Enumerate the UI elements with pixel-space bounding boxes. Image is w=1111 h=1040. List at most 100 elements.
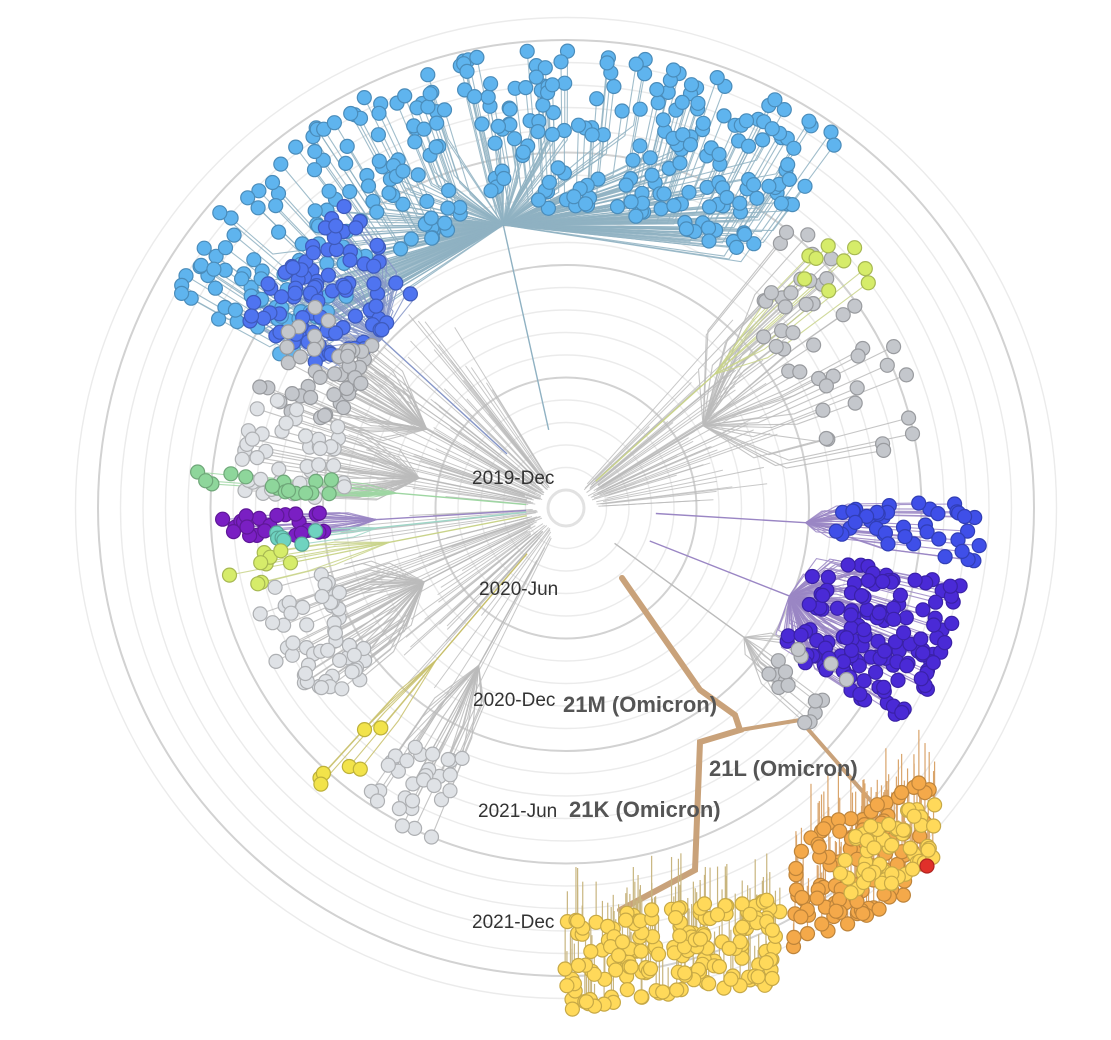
tip-node[interactable] [518,79,534,96]
tip-node[interactable] [732,934,748,950]
tip-node[interactable] [764,121,780,137]
tip-node[interactable] [653,201,669,217]
tip-node[interactable] [416,121,432,137]
tip-node[interactable] [407,134,423,150]
tip-node[interactable] [920,842,936,858]
tip-node[interactable] [793,627,809,643]
tip-node[interactable] [368,298,384,314]
tip-node[interactable] [424,230,440,246]
tip-node[interactable] [564,1001,581,1017]
tip-node[interactable] [836,253,852,269]
tip-node[interactable] [366,276,382,292]
tip-node[interactable] [307,203,323,219]
tip-node[interactable] [732,195,748,211]
tip-node[interactable] [776,101,792,118]
tip-node[interactable] [823,124,839,140]
tip-node[interactable] [215,511,231,527]
tip-node[interactable] [755,329,772,345]
tip-node[interactable] [528,69,544,85]
tip-node[interactable] [614,103,630,119]
tip-node[interactable] [370,127,386,143]
tip-node[interactable] [515,144,531,160]
tip-node[interactable] [674,94,690,111]
tip-node[interactable] [847,298,863,314]
tip-node[interactable] [337,279,353,295]
tip-node[interactable] [307,523,324,539]
tip-node[interactable] [223,466,239,482]
tip-node[interactable] [278,415,294,431]
tip-node[interactable] [807,693,824,709]
tip-node[interactable] [866,840,882,856]
tip-node[interactable] [577,196,594,212]
tip-node[interactable] [944,615,960,632]
tip-node[interactable] [832,865,849,881]
tip-node[interactable] [898,610,914,626]
tip-node[interactable] [264,478,280,494]
tip-node[interactable] [758,954,774,971]
tip-node[interactable] [926,617,942,633]
tip-node[interactable] [860,275,876,291]
tip-node[interactable] [584,127,600,143]
tip-node[interactable] [843,885,859,901]
tip-node[interactable] [423,829,440,845]
tip-node[interactable] [380,757,396,773]
tip-node[interactable] [843,607,859,623]
tip-node[interactable] [857,261,873,277]
tip-node[interactable] [871,605,887,621]
tip-node[interactable] [666,198,682,214]
tip-node[interactable] [701,233,717,249]
tip-node[interactable] [655,112,671,128]
tip-node[interactable] [770,653,786,669]
tip-node[interactable] [540,200,557,216]
tip-node[interactable] [892,587,909,603]
tip-node[interactable] [690,95,706,111]
tip-node[interactable] [900,410,917,426]
tip-node[interactable] [314,588,330,605]
tip-node[interactable] [234,451,250,467]
tip-node[interactable] [332,652,348,669]
tip-node[interactable] [801,596,817,613]
tip-node[interactable] [614,934,631,950]
tip-node[interactable] [856,621,872,638]
tip-node[interactable] [550,160,566,176]
tip-node[interactable] [675,127,691,143]
tip-node[interactable] [440,751,456,768]
tip-node[interactable] [793,843,810,860]
tip-node[interactable] [609,199,626,215]
tip-node[interactable] [240,190,256,206]
tip-node[interactable] [284,386,300,402]
tip-node[interactable] [267,579,283,595]
tip-node[interactable] [212,205,228,221]
tip-node[interactable] [317,407,333,424]
tip-node[interactable] [818,430,834,447]
tip-node[interactable] [669,982,685,998]
tip-node[interactable] [226,227,242,243]
tip-node[interactable] [633,943,649,959]
tip-node[interactable] [323,472,339,488]
tip-node[interactable] [800,227,816,243]
tip-node[interactable] [869,797,885,813]
tip-node[interactable] [749,190,765,206]
tip-node[interactable] [313,776,329,792]
tip-node[interactable] [441,182,457,199]
tip-node[interactable] [937,634,953,651]
tip-node[interactable] [790,641,806,658]
tip-node[interactable] [828,523,844,539]
tip-node[interactable] [227,302,243,318]
tip-node[interactable] [343,105,359,122]
tip-node[interactable] [804,568,820,585]
tip-node[interactable] [474,116,490,132]
tip-node[interactable] [801,113,817,129]
tip-node[interactable] [764,970,780,987]
tip-node[interactable] [369,237,385,253]
tip-node[interactable] [425,746,441,762]
tip-node[interactable] [709,69,725,86]
tip-node[interactable] [570,957,587,974]
tip-node[interactable] [260,276,276,292]
tip-node[interactable] [307,299,323,315]
tip-node[interactable] [313,679,329,696]
tip-node[interactable] [420,67,436,83]
tip-node[interactable] [823,251,839,267]
tip-node[interactable] [342,252,358,268]
tip-node[interactable] [816,821,832,837]
